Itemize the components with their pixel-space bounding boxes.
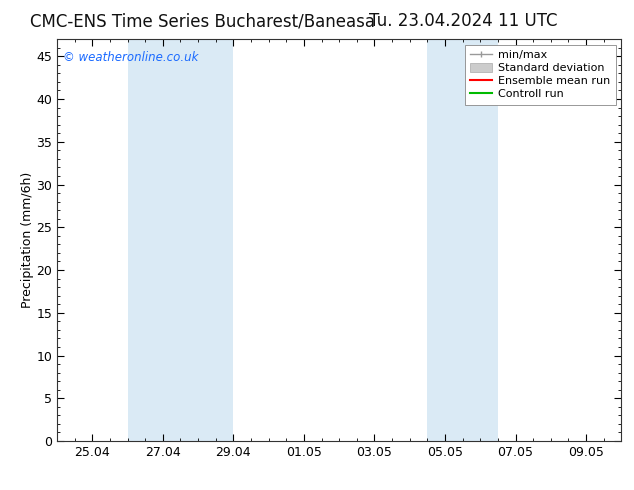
Text: Tu. 23.04.2024 11 UTC: Tu. 23.04.2024 11 UTC — [368, 12, 557, 30]
Y-axis label: Precipitation (mm/6h): Precipitation (mm/6h) — [20, 172, 34, 308]
Bar — [427, 39, 498, 441]
Legend: min/max, Standard deviation, Ensemble mean run, Controll run: min/max, Standard deviation, Ensemble me… — [465, 45, 616, 105]
Text: CMC-ENS Time Series Bucharest/Baneasa: CMC-ENS Time Series Bucharest/Baneasa — [30, 12, 375, 30]
Bar — [127, 39, 233, 441]
Text: © weatheronline.co.uk: © weatheronline.co.uk — [63, 51, 198, 64]
